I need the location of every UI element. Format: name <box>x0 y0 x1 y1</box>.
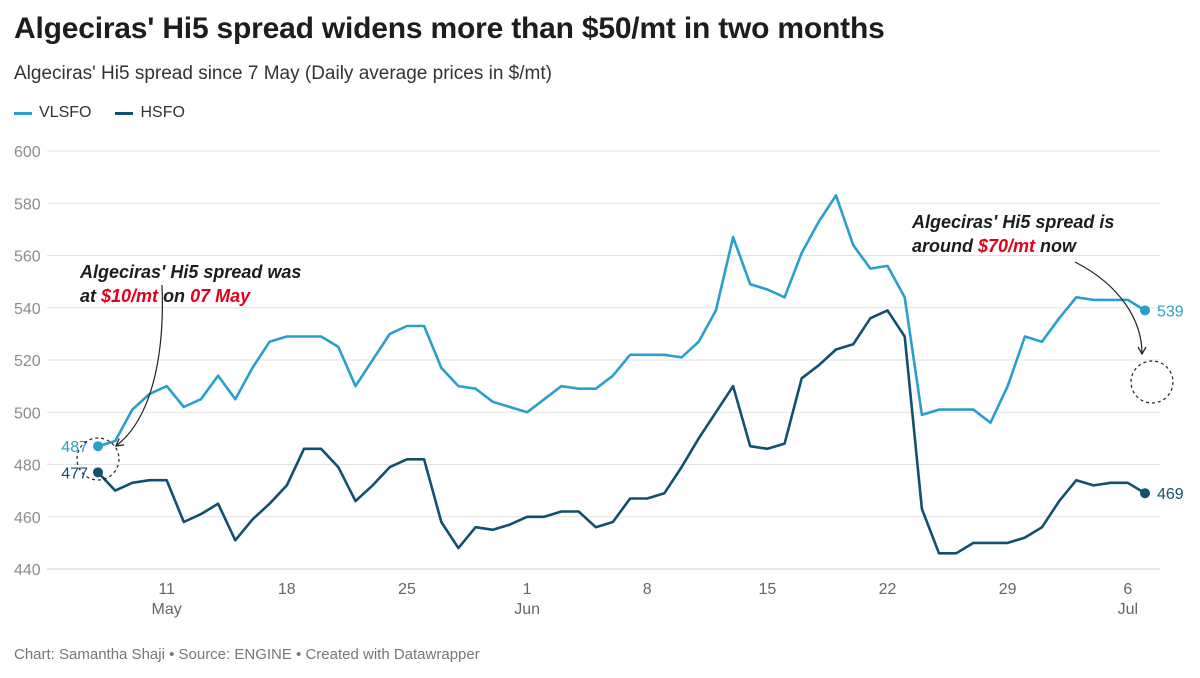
annotation-start-highlight: $10/mt <box>100 286 159 306</box>
annotation-end-circle <box>1130 360 1174 404</box>
end-value-label-vlsfo: 539 <box>1157 303 1184 320</box>
start-value-label-hsfo: 477 <box>61 465 88 482</box>
x-tick-label: 1 <box>523 581 532 598</box>
annotation-end-highlight: $70/mt <box>977 236 1036 256</box>
legend-item-hsfo: HSFO <box>115 104 185 122</box>
legend-label-vlsfo: VLSFO <box>39 104 92 121</box>
start-value-label-vlsfo: 487 <box>61 439 88 456</box>
series-line-hsfo <box>96 309 1147 555</box>
y-tick-label: 520 <box>14 353 41 370</box>
legend-swatch-vlsfo <box>14 111 32 115</box>
chart-subtitle: Algeciras' Hi5 spread since 7 May (Daily… <box>14 63 552 84</box>
x-tick-label: 11 <box>158 581 175 598</box>
legend-swatch-hsfo <box>115 111 134 115</box>
y-tick-label: 440 <box>14 562 41 579</box>
x-tick-label: 6 <box>1123 581 1132 598</box>
annotation-start-arrow <box>114 284 163 447</box>
legend: VLSFO HSFO <box>14 104 185 122</box>
x-tick-label: 18 <box>278 581 296 598</box>
annotation-end-text: now <box>1035 236 1077 256</box>
annotation-end-text: around <box>912 236 978 256</box>
annotation-start-highlight: 07 May <box>190 286 251 306</box>
y-tick-label: 460 <box>14 510 41 527</box>
end-value-label-hsfo: 469 <box>1157 486 1184 503</box>
series-line-vlsfo <box>96 194 1147 448</box>
x-tick-label: 29 <box>999 581 1017 598</box>
x-tick-sublabel: Jul <box>1118 601 1138 618</box>
chart-title: Algeciras' Hi5 spread widens more than $… <box>14 12 885 45</box>
y-tick-label: 560 <box>14 249 41 266</box>
x-tick-sublabel: Jun <box>514 601 540 618</box>
start-point-hsfo <box>93 467 103 478</box>
end-point-vlsfo <box>1140 305 1150 316</box>
x-tick-label: 15 <box>758 581 776 598</box>
line-chart: 440 460 480 500 520 540 560 580 600 11 May 18 25 1 Jun… <box>14 144 1184 618</box>
annotation-end-line1: Algeciras' Hi5 spread is <box>911 212 1114 232</box>
annotation-end-line2: around $70/mt now <box>912 236 1077 256</box>
y-tick-label: 580 <box>14 196 41 213</box>
annotation-end-arrow <box>1074 261 1147 356</box>
annotation-start-text: on <box>158 286 190 306</box>
y-tick-label: 600 <box>14 144 41 161</box>
annotation-start-circle <box>76 437 120 481</box>
x-tick-label: 8 <box>643 581 652 598</box>
legend-label-hsfo: HSFO <box>140 104 185 121</box>
annotation-start-line2: at $10/mt on 07 May <box>80 286 251 306</box>
x-tick-sublabel: May <box>152 601 182 618</box>
y-tick-label: 540 <box>14 301 41 318</box>
chart-footer: Chart: Samantha Shaji • Source: ENGINE •… <box>14 646 480 663</box>
x-tick-label: 25 <box>398 581 416 598</box>
y-tick-label: 500 <box>14 405 41 422</box>
annotation-start-text: at <box>80 286 101 306</box>
y-tick-label: 480 <box>14 458 41 475</box>
legend-item-vlsfo: VLSFO <box>14 104 91 122</box>
start-point-vlsfo <box>93 441 103 452</box>
end-point-hsfo <box>1140 488 1150 499</box>
x-tick-label: 22 <box>879 581 897 598</box>
annotation-start-line1: Algeciras' Hi5 spread was <box>79 262 301 282</box>
